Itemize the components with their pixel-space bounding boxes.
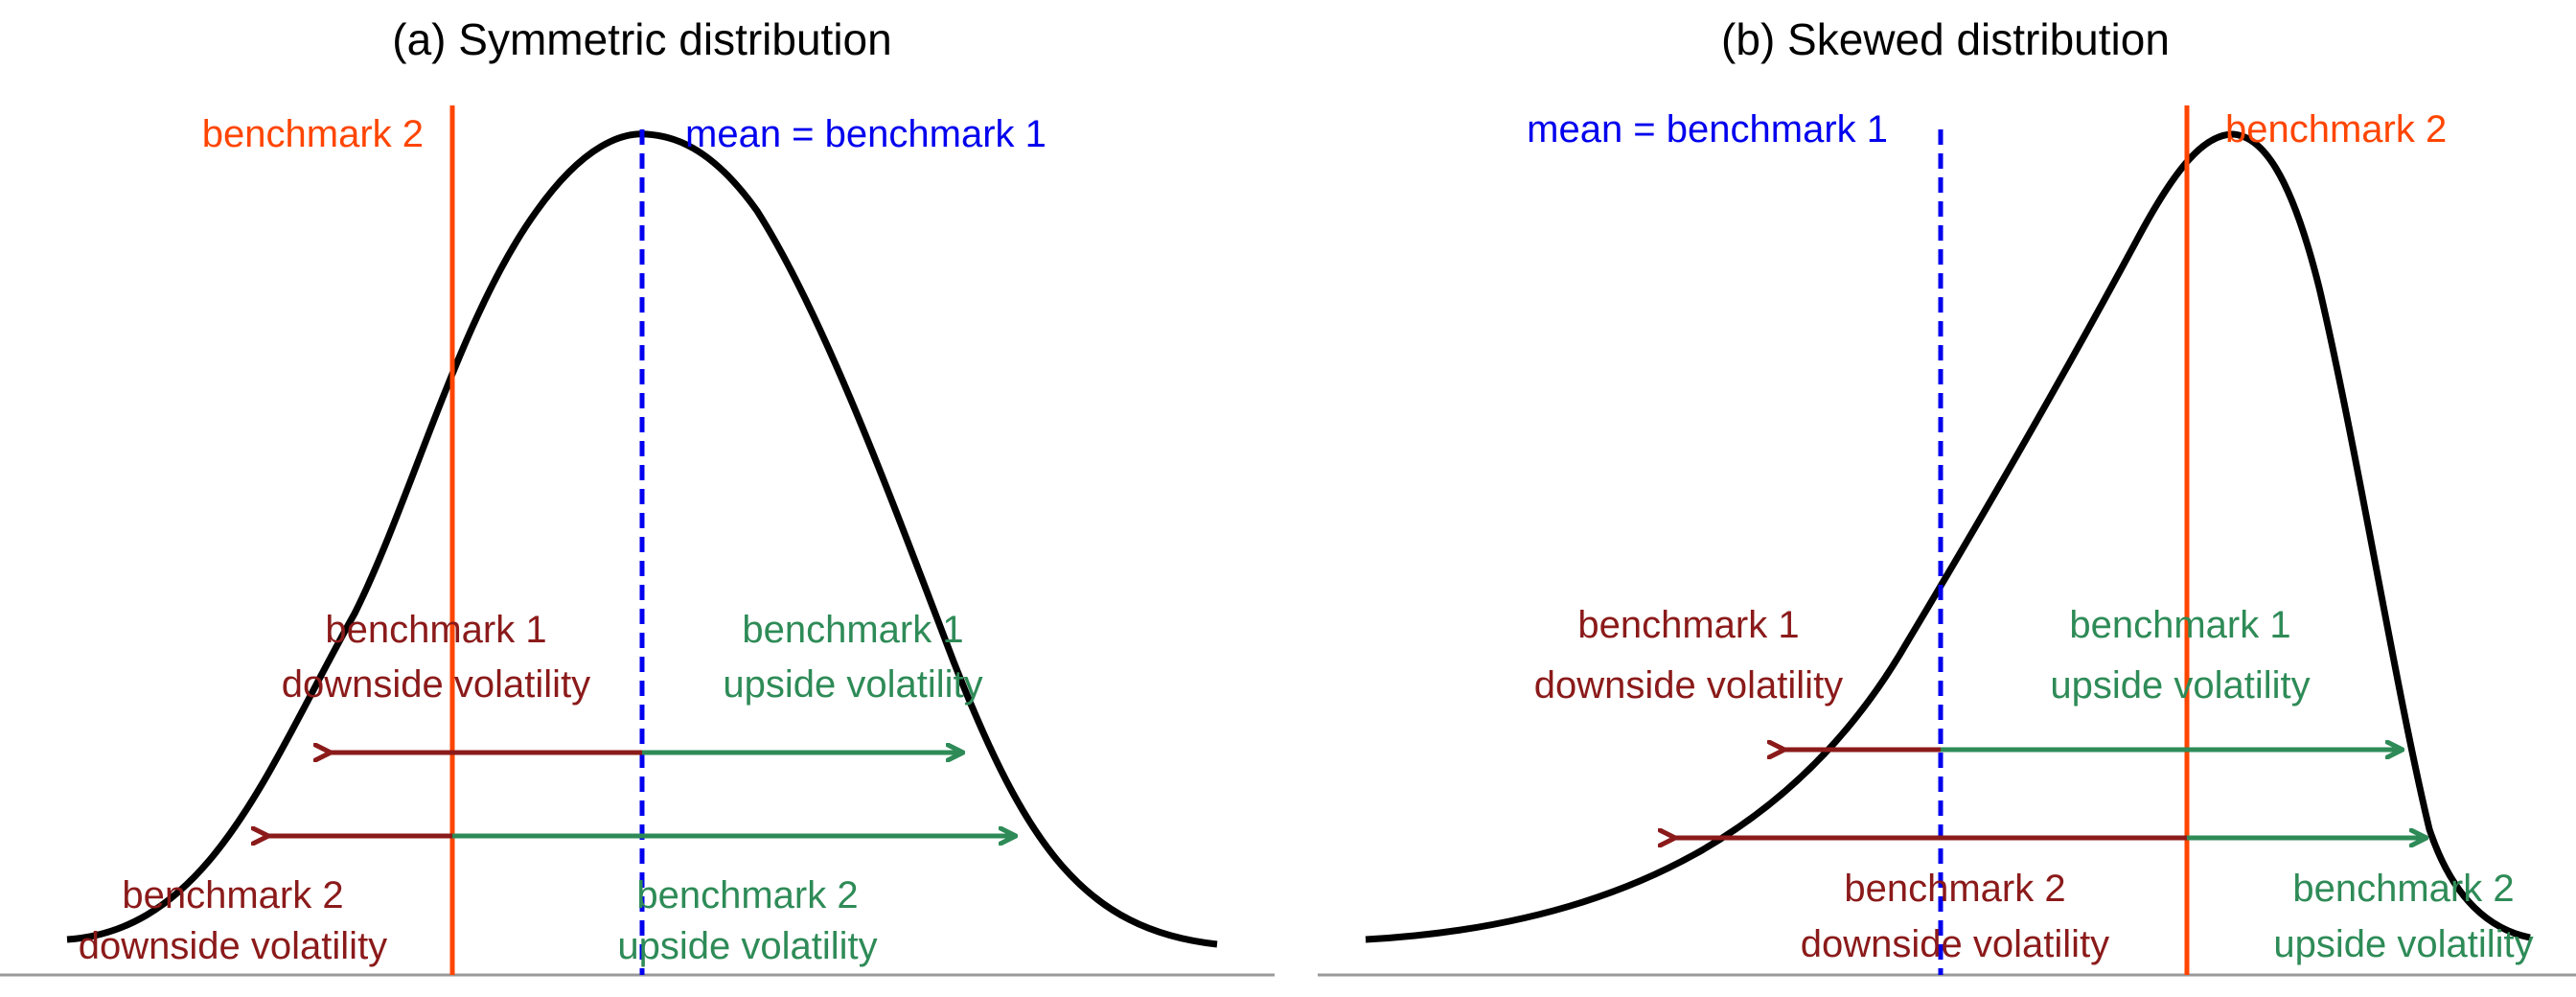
panel-a-b1-downside-label-line1: benchmark 1 (325, 609, 546, 651)
panel-a-b1-downside-label-line2: downside volatility (282, 663, 590, 706)
panel-b-b1-downside-label-line2: downside volatility (1534, 664, 1843, 707)
panel-b-mean-label: mean = benchmark 1 (1527, 108, 1888, 151)
panel-a-title: (a) Symmetric distribution (392, 14, 891, 64)
panel-b-benchmark2-label: benchmark 2 (2225, 108, 2447, 151)
panel-b-b2-downside-label-line2: downside volatility (1801, 923, 2109, 965)
panel-b-b2-downside-label-line1: benchmark 2 (1844, 868, 2065, 910)
panel-a-b2-downside-label-line1: benchmark 2 (122, 874, 343, 916)
panel-symmetric: (a) Symmetric distribution benchmark 2 m… (0, 14, 1275, 977)
panel-b-title: (b) Skewed distribution (1721, 14, 2170, 64)
panel-b-b1-upside-label-line2: upside volatility (2050, 664, 2310, 707)
panel-a-b2-upside-label-line2: upside volatility (617, 925, 877, 967)
panel-a-b1-upside-label-line1: benchmark 1 (742, 609, 963, 651)
panel-b-density-curve (1365, 130, 2531, 943)
panel-a-mean-label: mean = benchmark 1 (685, 113, 1046, 155)
panel-b-b2-upside-label-line1: benchmark 2 (2292, 868, 2514, 910)
panel-a-b1-upside-label-line2: upside volatility (723, 663, 982, 706)
panel-b-b1-upside-label-line1: benchmark 1 (2069, 604, 2290, 646)
panel-b-b2-upside-label-line2: upside volatility (2273, 923, 2533, 965)
panel-skewed: (b) Skewed distribution mean = benchmark… (1318, 14, 2576, 977)
panel-a-b2-downside-label-line2: downside volatility (79, 925, 387, 967)
panel-a-b2-upside-label-line1: benchmark 2 (636, 874, 858, 916)
panel-a-benchmark2-label: benchmark 2 (202, 113, 424, 155)
panel-b-b1-downside-label-line1: benchmark 1 (1577, 604, 1799, 646)
panel-a-density-curve (66, 130, 1218, 948)
